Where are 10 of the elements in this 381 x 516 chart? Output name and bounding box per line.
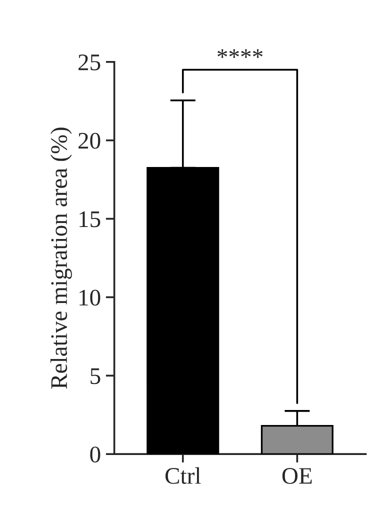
y-axis-title: Relative migration area (%): [50, 128, 72, 389]
x-tick-label: OE: [282, 468, 312, 484]
y-tick-label: 15: [80, 211, 100, 228]
y-tick-label: 0: [90, 446, 100, 463]
y-tick-label: 20: [78, 132, 100, 149]
y-tick-label: 5: [90, 368, 100, 384]
y-tick-label: 25: [78, 54, 100, 70]
text: ****: [218, 49, 263, 58]
y-tick-label: 10: [80, 290, 100, 306]
x-tick-label: Ctrl: [165, 467, 201, 484]
